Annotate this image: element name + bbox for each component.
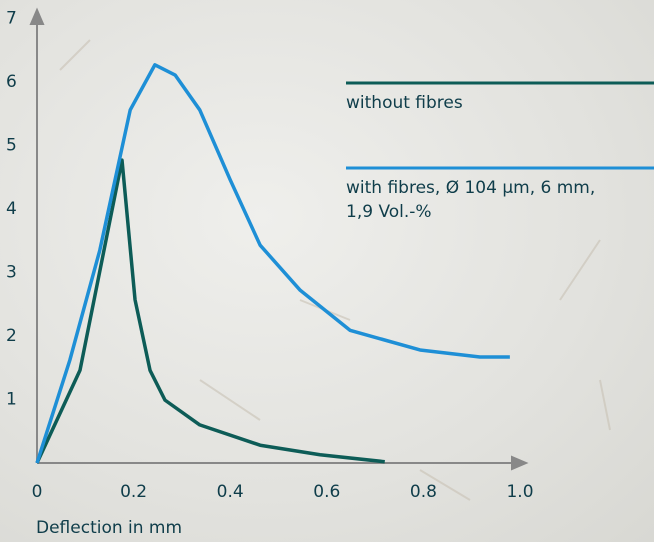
y-tick-label: 4 [6,199,17,219]
chart: Deflection in mm 0 0.2 0.4 0.6 0.8 1.0 1 2 3 4 5 6 7 [0,0,654,542]
y-arrow [31,10,43,24]
scratch [200,380,260,420]
x-tick-label: 0.8 [410,482,437,502]
scratch [60,40,90,70]
x-tick-label: 0.2 [120,482,147,502]
y-tick-label: 6 [6,72,17,92]
legend-label: with fibres, Ø 104 µm, 6 mm, 1,9 Vol.-% [346,176,601,224]
page: Deflection in mm 0 0.2 0.4 0.6 0.8 1.0 1 2 3 4 5 6 7… [0,0,654,542]
x-tick-label: 0 [32,482,43,502]
x-tick-label: 0.4 [217,482,244,502]
x-tick-label: 0.6 [313,482,340,502]
legend-label: without fibres [346,91,646,115]
x-tick-label: 1.0 [506,482,533,502]
x-axis-label: Deflection in mm [36,518,182,538]
series-line [37,65,510,463]
scratch [600,380,610,430]
y-tick-label: 7 [6,9,17,29]
series-line [37,160,385,463]
scratch [560,240,600,300]
y-tick-label: 1 [6,390,17,410]
x-arrow [512,457,526,469]
y-tick-label: 2 [6,326,17,346]
y-tick-label: 5 [6,136,17,156]
y-tick-label: 3 [6,263,17,283]
